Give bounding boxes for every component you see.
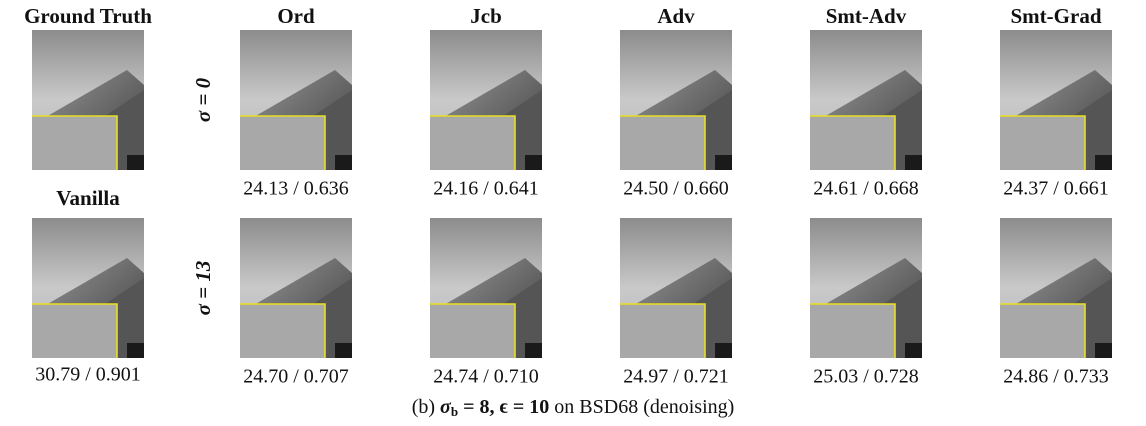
image-thumbnail	[1000, 218, 1112, 358]
column-title: Smt-Adv	[826, 4, 907, 28]
vanilla-title: Vanilla	[56, 186, 120, 210]
metric: 24.61 / 0.668	[813, 178, 919, 200]
image-thumbnail	[430, 218, 542, 358]
ground-truth-title: Ground Truth	[24, 4, 152, 28]
column-title: Smt-Grad	[1011, 4, 1102, 28]
image-thumbnail	[620, 218, 732, 358]
column-title: Adv	[657, 4, 695, 28]
image-thumbnail	[810, 218, 922, 358]
image-thumbnail	[240, 218, 352, 358]
metric: 24.37 / 0.661	[1003, 178, 1109, 200]
image-thumbnail	[32, 30, 144, 170]
metric: 24.97 / 0.721	[623, 366, 729, 388]
metric: 24.50 / 0.660	[623, 178, 729, 200]
caption-sigma: σ	[440, 396, 452, 418]
metric: 24.86 / 0.733	[1003, 366, 1109, 388]
image-thumbnail	[810, 30, 922, 170]
column-title: Jcb	[470, 4, 502, 28]
metric: 24.13 / 0.636	[243, 178, 349, 200]
vanilla-metric: 30.79 / 0.901	[35, 364, 141, 386]
metric: 24.74 / 0.710	[433, 366, 539, 388]
caption-sub: b	[451, 404, 458, 419]
image-thumbnail	[430, 30, 542, 170]
caption-suffix: on BSD68 (denoising)	[554, 396, 734, 418]
metric: 24.16 / 0.641	[433, 178, 539, 200]
image-thumbnail	[240, 30, 352, 170]
caption-prefix: (b)	[412, 396, 435, 418]
metric: 25.03 / 0.728	[813, 366, 919, 388]
image-thumbnail	[620, 30, 732, 170]
metric: 24.70 / 0.707	[243, 366, 349, 388]
row-label: σ = 13	[191, 261, 215, 316]
caption: (b) σb = 8, ϵ = 10 on BSD68 (denoising)	[412, 396, 735, 423]
image-thumbnail	[1000, 30, 1112, 170]
image-thumbnail	[32, 218, 144, 358]
column-title: Ord	[277, 4, 315, 28]
row-label: σ = 0	[191, 77, 215, 122]
caption-math: = 8, ϵ = 10	[463, 396, 549, 418]
